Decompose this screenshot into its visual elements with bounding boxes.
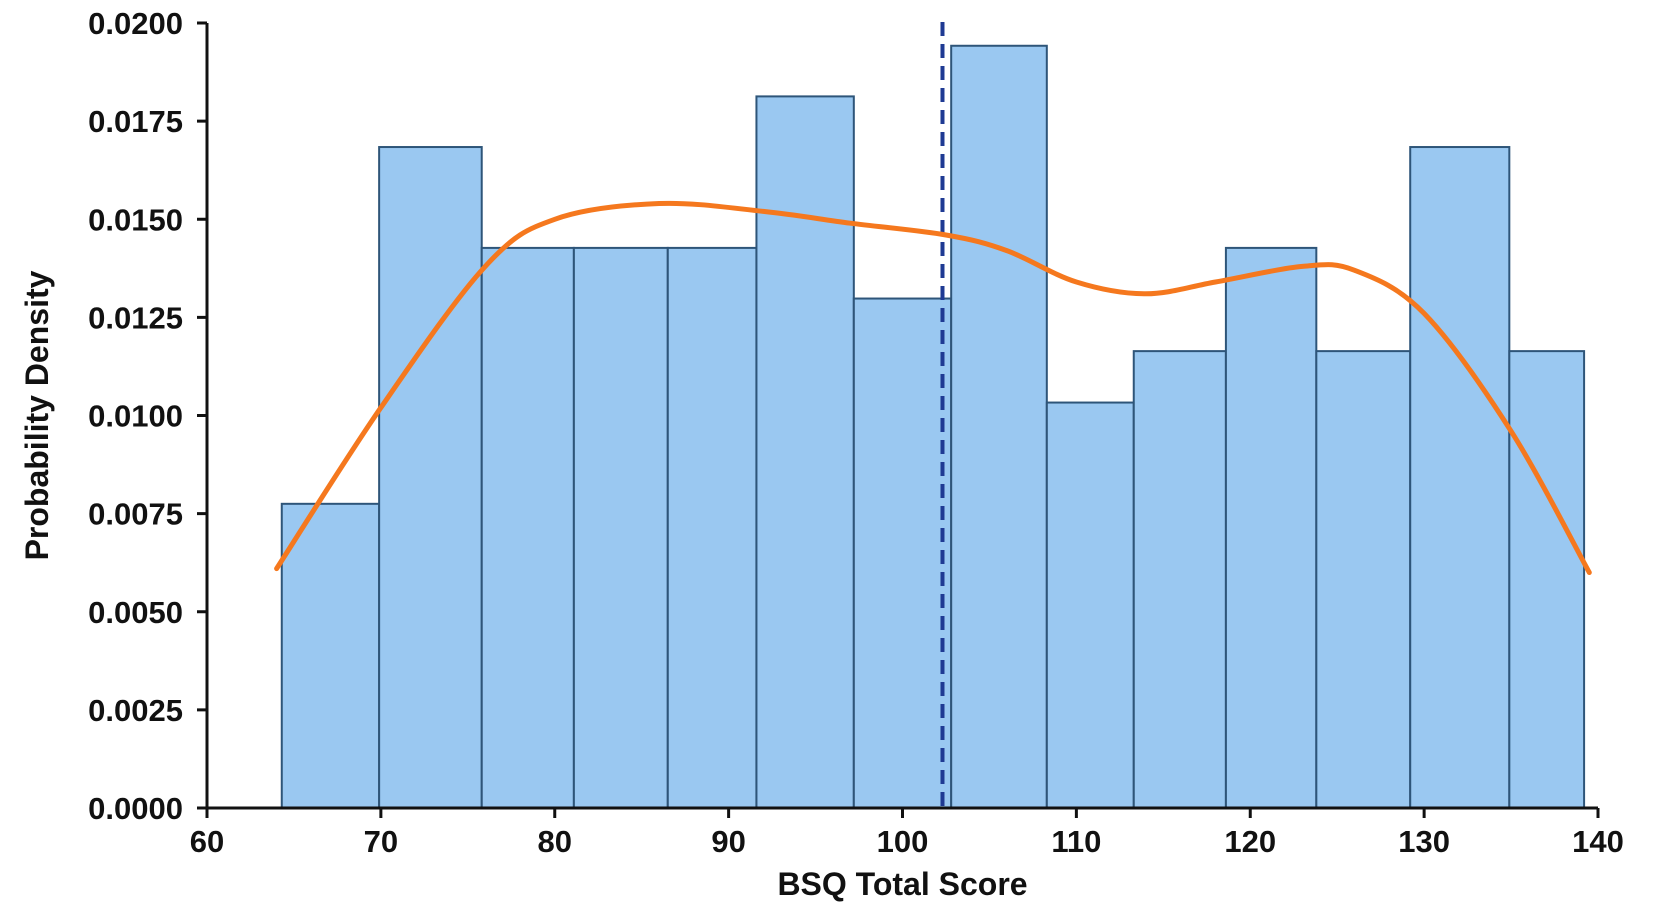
histogram-bar-14 [1508, 350, 1586, 809]
histogram-bar-5 [666, 246, 758, 809]
histogram-bar-10 [1132, 350, 1227, 809]
y-tick-label: 0.0050 [88, 595, 183, 630]
bars-layer [280, 44, 1586, 809]
x-tick-label: 60 [190, 824, 224, 859]
y-tick-label: 0.0025 [88, 693, 183, 728]
histogram-bar-13 [1409, 146, 1511, 809]
kde-layer [274, 200, 1592, 575]
x-axis-title: BSQ Total Score [777, 866, 1027, 902]
y-tick-label: 0.0100 [88, 399, 183, 434]
histogram-bar-4 [572, 246, 669, 809]
histogram-bar-2 [378, 146, 483, 809]
y-ticks: 0.0000 0.0025 0.0050 0.0075 0.0100 0.0125 0.01… [88, 6, 207, 826]
y-tick-label: 0.0000 [88, 791, 183, 826]
histogram-bar-3 [480, 246, 575, 809]
x-tick-label: 100 [877, 824, 929, 859]
y-tick-label: 0.0125 [88, 300, 183, 335]
x-tick-label: 120 [1224, 824, 1276, 859]
y-tick-label: 0.0200 [88, 6, 183, 41]
histogram-bar-6 [755, 95, 855, 809]
x-tick-label: 90 [711, 824, 745, 859]
histogram-bar-11 [1224, 246, 1318, 809]
y-axis-title: Probability Density [19, 270, 55, 560]
y-tick-label: 0.0075 [88, 497, 183, 532]
kde-curve [274, 200, 1592, 575]
y-tick-label: 0.0150 [88, 202, 183, 237]
y-tick-label: 0.0175 [88, 104, 183, 139]
histogram-bar-1 [280, 502, 381, 809]
x-ticks: 60 70 80 90 100 110 120 130 140 [190, 808, 1624, 859]
histogram-bar-12 [1315, 350, 1412, 809]
histogram-bar-9 [1045, 401, 1135, 809]
x-tick-label: 110 [1051, 824, 1101, 859]
histogram-bar-8 [950, 44, 1048, 809]
x-tick-label: 130 [1398, 824, 1450, 859]
histogram-bar-7 [852, 297, 953, 809]
x-tick-label: 70 [364, 824, 398, 859]
x-tick-label: 80 [538, 824, 572, 859]
x-tick-label: 140 [1572, 824, 1624, 859]
